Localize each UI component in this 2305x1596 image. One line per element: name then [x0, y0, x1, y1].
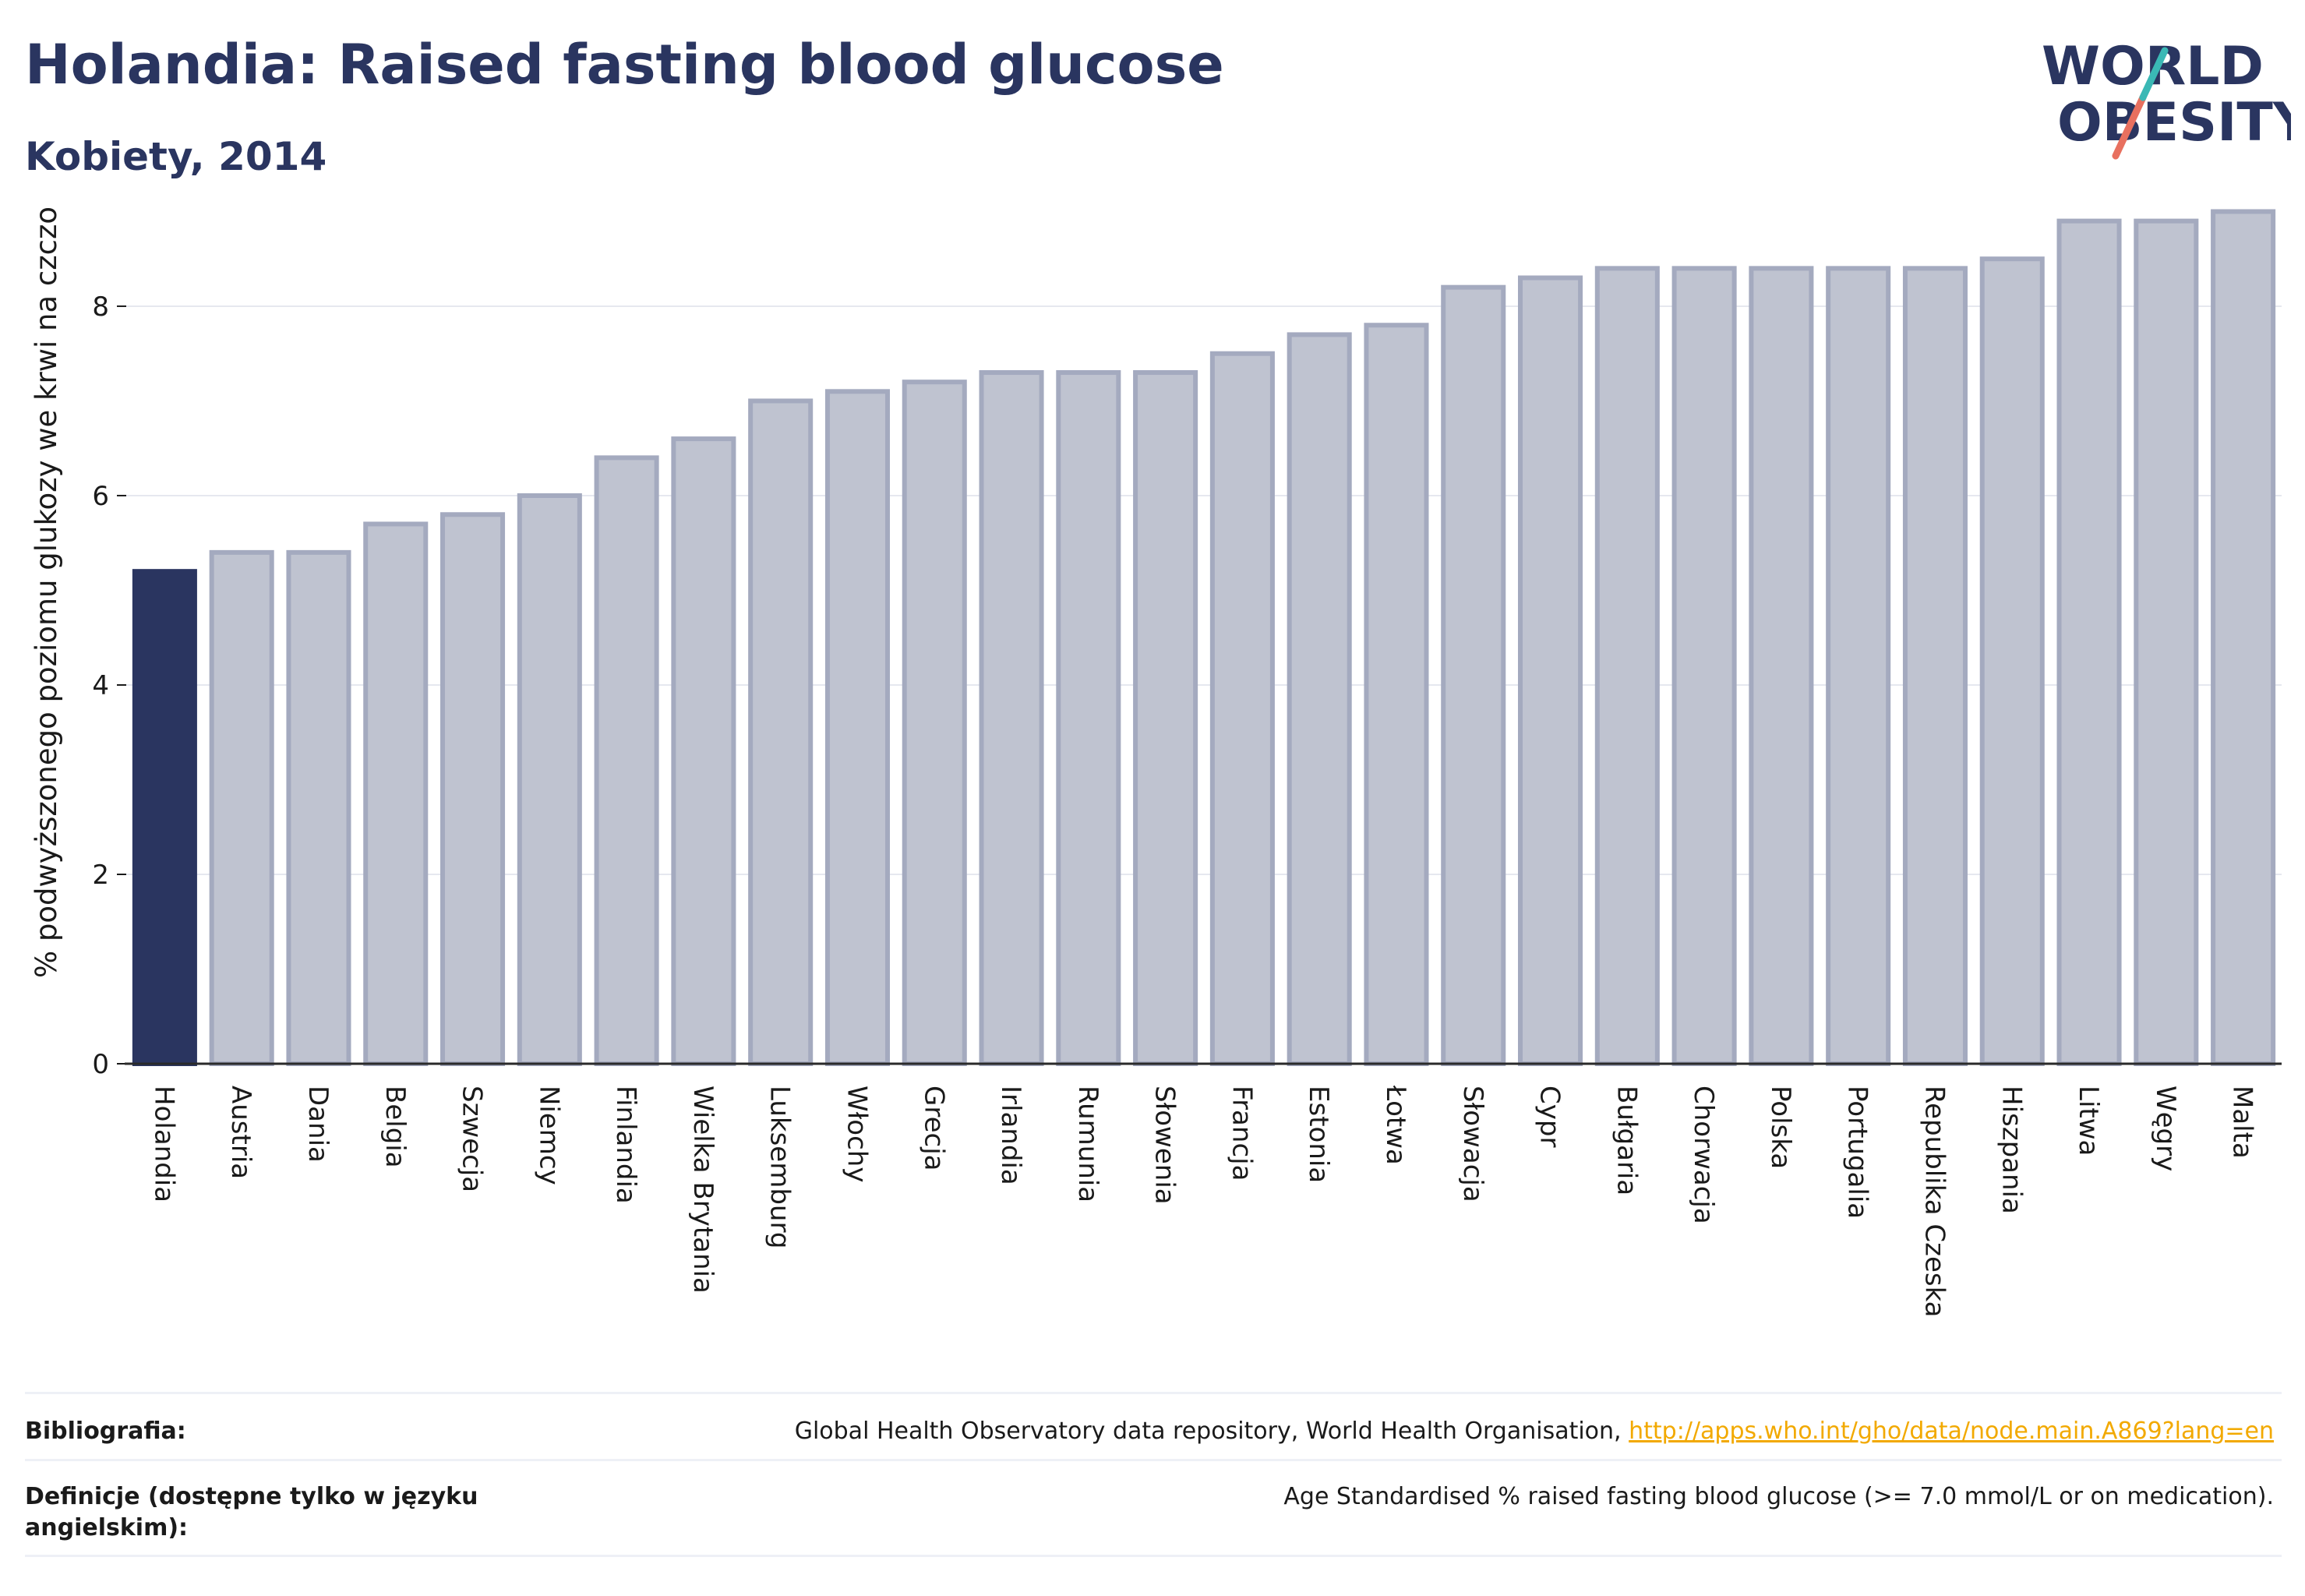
bar-rumunia — [1056, 370, 1121, 1066]
world-obesity-logo: WORLD OBESITY — [2042, 36, 2291, 160]
x-tick-label: Finlandia — [610, 1086, 641, 1204]
bibliography-row: Bibliografia: Global Health Observatory … — [25, 1392, 2282, 1459]
x-tick-label: Rumunia — [1072, 1086, 1103, 1202]
x-tick-label: Luksemburg — [764, 1086, 796, 1248]
x-tick-label: Grecja — [918, 1086, 949, 1171]
footer: Bibliografia: Global Health Observatory … — [25, 1392, 2282, 1557]
x-tick-label: Słowenia — [1149, 1086, 1181, 1205]
chart-subtitle: Kobiety, 2014 — [25, 134, 327, 179]
svg-text:OBESITY: OBESITY — [2057, 92, 2291, 154]
bar-polska — [1749, 266, 1814, 1066]
x-tick-label: Wielka Brytania — [687, 1086, 718, 1294]
bar-malta — [2211, 209, 2276, 1066]
bar-belgia — [363, 521, 429, 1066]
x-tick-label: Francja — [1226, 1086, 1257, 1181]
x-tick-label: Hiszpania — [1996, 1086, 2027, 1214]
x-tick-label: Austria — [225, 1086, 256, 1179]
x-tick-label: Bułgaria — [1611, 1086, 1642, 1195]
y-axis-label: % podwyższonego poziomu glukozy we krwi … — [30, 207, 63, 978]
y-axis-ticks: 0 2 4 6 8 — [92, 291, 126, 1080]
y-tick-label: 6 — [92, 481, 109, 512]
x-tick-label: Portugalia — [1842, 1086, 1873, 1219]
definitions-value: Age Standardised % raised fasting blood … — [1283, 1483, 2274, 1510]
bibliography-label: Bibliografia: — [25, 1418, 186, 1445]
bar-luksemburg — [748, 398, 814, 1066]
x-tick-label: Węgry — [2150, 1086, 2181, 1171]
bar-chart: 0 2 4 6 8 Holandia Austria Dania Belgia Szwecja N… — [30, 207, 2282, 1318]
bar-austria — [209, 549, 274, 1066]
bar-portugalia — [1826, 266, 1891, 1066]
x-axis-ticks: Holandia Austria Dania Belgia Szwecja Niemcy F… — [148, 1085, 2257, 1318]
x-tick-label: Malta — [2227, 1086, 2258, 1159]
bibliography-link[interactable]: http://apps.who.int/gho/data/node.main.A… — [1629, 1418, 2274, 1445]
definitions-label: Definicje (dostępne tylko w języku angie… — [25, 1483, 478, 1541]
x-tick-label: Szwecja — [457, 1086, 488, 1192]
x-tick-label: Estonia — [1303, 1086, 1334, 1183]
bar-republika-czeska — [1902, 266, 1968, 1066]
chart-title: Holandia: Raised fasting blood glucose — [25, 33, 1224, 97]
bar-słowacja — [1441, 284, 1506, 1067]
definitions-row: Definicje (dostępne tylko w języku angie… — [25, 1459, 2282, 1557]
x-tick-label: Słowacja — [1457, 1086, 1488, 1202]
x-tick-label: Łotwa — [1380, 1085, 1411, 1165]
x-tick-label: Polska — [1765, 1086, 1796, 1169]
bar-dania — [286, 549, 351, 1066]
bar-łotwa — [1364, 323, 1429, 1066]
bar-estonia — [1287, 332, 1352, 1066]
bar-chorwacja — [1671, 266, 1737, 1066]
bibliography-value: Global Health Observatory data repositor… — [795, 1416, 2282, 1447]
y-tick-label: 2 — [92, 860, 109, 891]
x-tick-label: Włochy — [841, 1086, 872, 1182]
bar-słowenia — [1133, 370, 1198, 1066]
y-tick-label: 8 — [92, 291, 109, 323]
bar-hiszpania — [1979, 256, 2045, 1066]
bar-niemcy — [517, 493, 582, 1066]
bar-irlandia — [979, 370, 1044, 1066]
bar-węgry — [2134, 218, 2199, 1066]
bar-szwecja — [440, 512, 506, 1066]
x-tick-label: Cypr — [1534, 1086, 1565, 1147]
bar-litwa — [2056, 218, 2122, 1066]
x-tick-label: Irlandia — [995, 1086, 1026, 1185]
x-tick-label: Belgia — [379, 1086, 411, 1168]
bar-holandia — [132, 569, 197, 1066]
y-tick-label: 0 — [92, 1049, 109, 1080]
bar-grecja — [902, 380, 967, 1066]
svg-text:WORLD: WORLD — [2042, 36, 2264, 97]
bibliography-text: Global Health Observatory data repositor… — [794, 1418, 1622, 1445]
x-tick-label: Chorwacja — [1688, 1086, 1719, 1224]
bar-włochy — [824, 389, 890, 1066]
y-tick-label: 4 — [92, 670, 109, 701]
x-tick-label: Litwa — [2073, 1086, 2104, 1156]
bar-bułgaria — [1594, 266, 1660, 1066]
x-tick-label: Republika Czeska — [1918, 1086, 1950, 1318]
bar-finlandia — [594, 455, 659, 1066]
bar-wielka-brytania — [671, 436, 736, 1066]
bar-cypr — [1518, 275, 1583, 1066]
bars — [132, 209, 2276, 1067]
x-tick-label: Niemcy — [533, 1086, 564, 1185]
x-tick-label: Holandia — [148, 1086, 179, 1202]
x-tick-label: Dania — [302, 1086, 334, 1163]
bar-francja — [1209, 351, 1275, 1067]
